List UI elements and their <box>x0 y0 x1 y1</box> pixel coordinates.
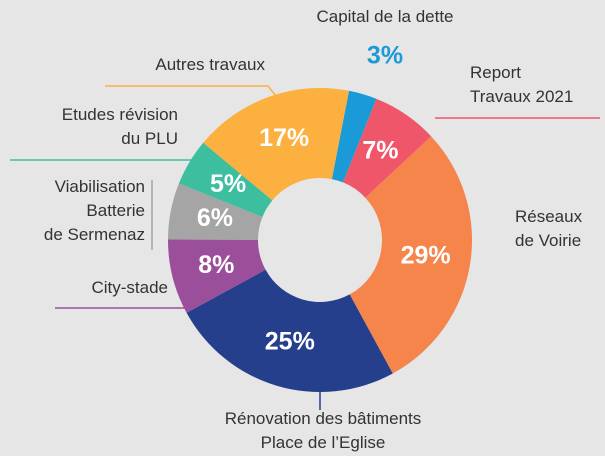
category-label: Viabilisation Batterie de Sermenaz <box>44 177 145 244</box>
value-label: 17% <box>259 124 309 152</box>
category-label: Réseaux de Voirie <box>515 207 583 250</box>
value-label: 3% <box>367 42 403 70</box>
label-line: Viabilisation <box>55 177 145 196</box>
category-label: Capital de la dette <box>316 7 453 26</box>
value-label: 25% <box>265 327 315 355</box>
value-label: 8% <box>198 251 234 279</box>
leader-line <box>105 85 277 97</box>
value-label: 6% <box>197 204 233 232</box>
slice <box>331 90 377 183</box>
category-label: City-stade <box>91 278 168 297</box>
value-label: 7% <box>362 136 398 164</box>
label-line: Place de l’Eglise <box>261 433 386 452</box>
slice <box>168 239 266 313</box>
slice <box>343 98 432 198</box>
label-line: Etudes révision <box>62 105 178 124</box>
slice <box>186 269 393 392</box>
slice <box>349 136 472 374</box>
category-label: Etudes révision du PLU <box>62 105 178 148</box>
label-line: Autres travaux <box>155 55 265 74</box>
category-label: Autres travaux <box>155 55 265 74</box>
label-line: Report <box>470 63 521 82</box>
label-line: Capital de la dette <box>316 7 453 26</box>
label-line: de Voirie <box>515 231 581 250</box>
label-line: Travaux 2021 <box>470 87 573 106</box>
label-line: Batterie <box>86 201 145 220</box>
label-line: du PLU <box>121 129 178 148</box>
label-line: City-stade <box>91 278 168 297</box>
label-line: Rénovation des bâtiments <box>225 409 422 428</box>
slice <box>203 88 350 201</box>
label-line: Réseaux <box>515 207 583 226</box>
category-label: Rénovation des bâtiments Place de l’Eglis… <box>225 409 422 452</box>
slice <box>168 183 263 240</box>
slice <box>178 142 273 217</box>
value-label: 5% <box>210 170 246 198</box>
category-label: Report Travaux 2021 <box>470 63 573 106</box>
label-line: de Sermenaz <box>44 225 145 244</box>
value-label: 29% <box>401 242 451 270</box>
